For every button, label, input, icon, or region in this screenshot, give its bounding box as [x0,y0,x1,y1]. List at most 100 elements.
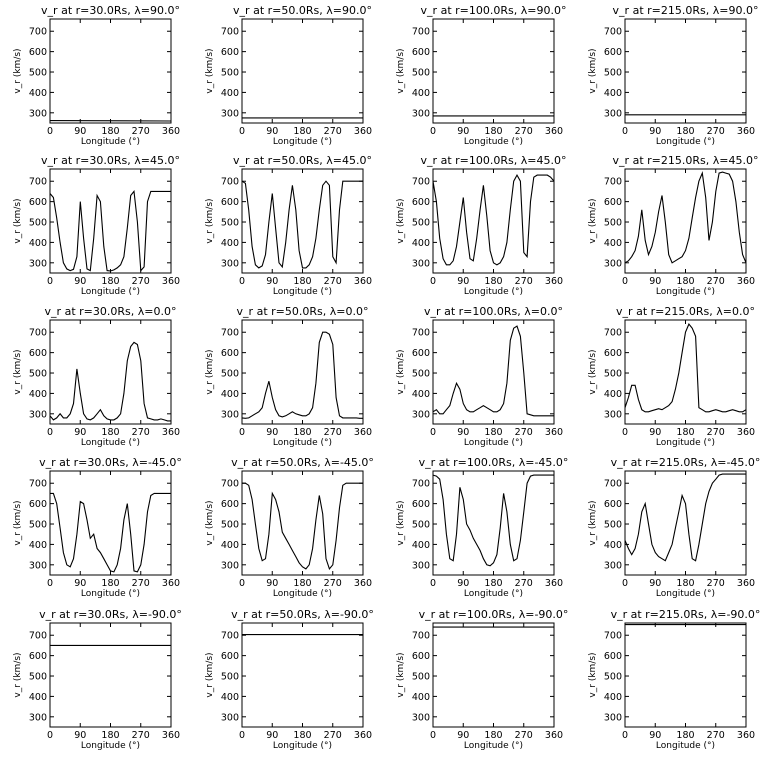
y-tick-label: 300 [604,712,622,723]
x-tick-label: 90 [266,276,278,287]
x-tick-label: 90 [74,126,86,137]
x-axis-label: Longitude (°) [81,137,140,147]
x-tick-label: 0 [47,276,53,287]
y-tick-label: 700 [221,27,239,38]
y-axis-label: v_r (km/s) [396,48,406,93]
y-tick-label: 700 [604,479,622,490]
x-axis-label: Longitude (°) [81,741,140,751]
panel-10: v_r at r=50.0Rs, λ=0.0° 0 90 180 270 360 300 40… [205,305,372,448]
x-axis-label: Longitude (°) [273,438,332,448]
x-tick-label: 180 [101,126,119,137]
y-tick-label: 500 [604,369,622,380]
y-tick-label: 500 [221,672,239,683]
y-tick-label: 400 [604,238,622,249]
x-tick-label: 180 [484,126,502,137]
y-axis-label: v_r (km/s) [13,48,23,93]
x-axis-label: Longitude (°) [656,741,715,751]
y-tick-label: 600 [29,499,47,510]
y-axis-label: v_r (km/s) [205,198,215,243]
x-tick-label: 360 [162,730,180,741]
panel-title: v_r at r=30.0Rs, λ=90.0° [41,4,180,17]
x-tick-label: 270 [707,730,725,741]
x-tick-label: 0 [47,730,53,741]
panel-5: v_r at r=30.0Rs, λ=45.0° 0 90 180 270 360 300 4… [13,154,180,297]
y-tick-label: 300 [29,108,47,119]
panel-14: v_r at r=50.0Rs, λ=-45.0° 0 90 180 270 360 300… [205,456,374,599]
x-tick-label: 180 [676,578,694,589]
y-tick-label: 700 [29,177,47,188]
plot-frame [241,470,364,576]
y-tick-label: 400 [412,88,430,99]
x-tick-label: 360 [162,276,180,287]
plot-frame [432,319,555,425]
panel-4: v_r at r=215.0Rs, λ=90.0° 0 90 180 270 360 300… [588,4,758,147]
panel-title: v_r at r=30.0Rs, λ=0.0° [45,305,177,318]
y-tick-label: 300 [29,258,47,269]
plot-frame [49,319,172,425]
y-axis-label: v_r (km/s) [13,198,23,243]
y-tick-label: 400 [29,692,47,703]
y-tick-label: 300 [604,108,622,119]
y-tick-label: 600 [604,47,622,58]
y-tick-label: 300 [604,258,622,269]
x-tick-label: 90 [457,427,469,438]
panel-title: v_r at r=215.0Rs, λ=90.0° [613,4,759,17]
x-tick-label: 90 [649,427,661,438]
y-tick-label: 600 [604,651,622,662]
y-tick-label: 400 [412,238,430,249]
panel-9: v_r at r=30.0Rs, λ=0.0° 0 90 180 270 360 300 40… [13,305,180,448]
plot-frame [624,622,747,728]
y-tick-label: 700 [412,27,430,38]
y-axis-label: v_r (km/s) [205,349,215,394]
panel-16: v_r at r=215.0Rs, λ=-45.0° 0 90 180 270 360 30… [588,456,760,599]
series-line [241,331,363,419]
y-tick-label: 300 [221,258,239,269]
y-axis-label: v_r (km/s) [588,198,598,243]
x-axis-label: Longitude (°) [464,589,523,599]
x-tick-label: 270 [324,578,342,589]
y-tick-label: 600 [29,651,47,662]
x-tick-label: 0 [239,730,245,741]
y-tick-label: 400 [604,389,622,400]
y-tick-label: 400 [221,540,239,551]
panel-title: v_r at r=30.0Rs, λ=45.0° [41,154,180,167]
y-tick-label: 400 [604,540,622,551]
y-tick-label: 700 [604,177,622,188]
panel-title: v_r at r=50.0Rs, λ=45.0° [233,154,372,167]
x-tick-label: 180 [293,427,311,438]
panel-title: v_r at r=50.0Rs, λ=-90.0° [231,608,374,621]
x-tick-label: 180 [101,730,119,741]
y-tick-label: 600 [221,348,239,359]
x-tick-label: 270 [324,276,342,287]
panel-11: v_r at r=100.0Rs, λ=0.0° 0 90 180 270 360 300 4… [396,305,563,448]
x-axis-label: Longitude (°) [273,137,332,147]
y-tick-label: 300 [412,712,430,723]
x-tick-label: 360 [354,578,372,589]
x-tick-label: 270 [515,427,533,438]
x-axis-label: Longitude (°) [656,589,715,599]
y-axis-label: v_r (km/s) [588,500,598,545]
y-tick-label: 700 [412,631,430,642]
x-tick-label: 270 [515,578,533,589]
x-tick-label: 180 [484,730,502,741]
x-tick-label: 270 [324,427,342,438]
y-tick-label: 700 [221,479,239,490]
x-axis-label: Longitude (°) [464,287,523,297]
x-tick-label: 180 [293,578,311,589]
y-tick-label: 700 [604,631,622,642]
plot-frame [624,470,747,576]
x-tick-label: 360 [162,427,180,438]
y-tick-label: 300 [604,409,622,420]
x-tick-label: 360 [545,578,563,589]
y-tick-label: 500 [412,672,430,683]
x-tick-label: 0 [430,578,436,589]
x-tick-label: 0 [47,126,53,137]
series-line [624,171,747,264]
y-tick-label: 600 [221,651,239,662]
plot-frame [241,622,364,728]
y-tick-label: 500 [604,68,622,79]
y-tick-label: 600 [29,197,47,208]
y-tick-label: 500 [412,520,430,531]
x-axis-label: Longitude (°) [81,589,140,599]
x-tick-label: 90 [266,730,278,741]
